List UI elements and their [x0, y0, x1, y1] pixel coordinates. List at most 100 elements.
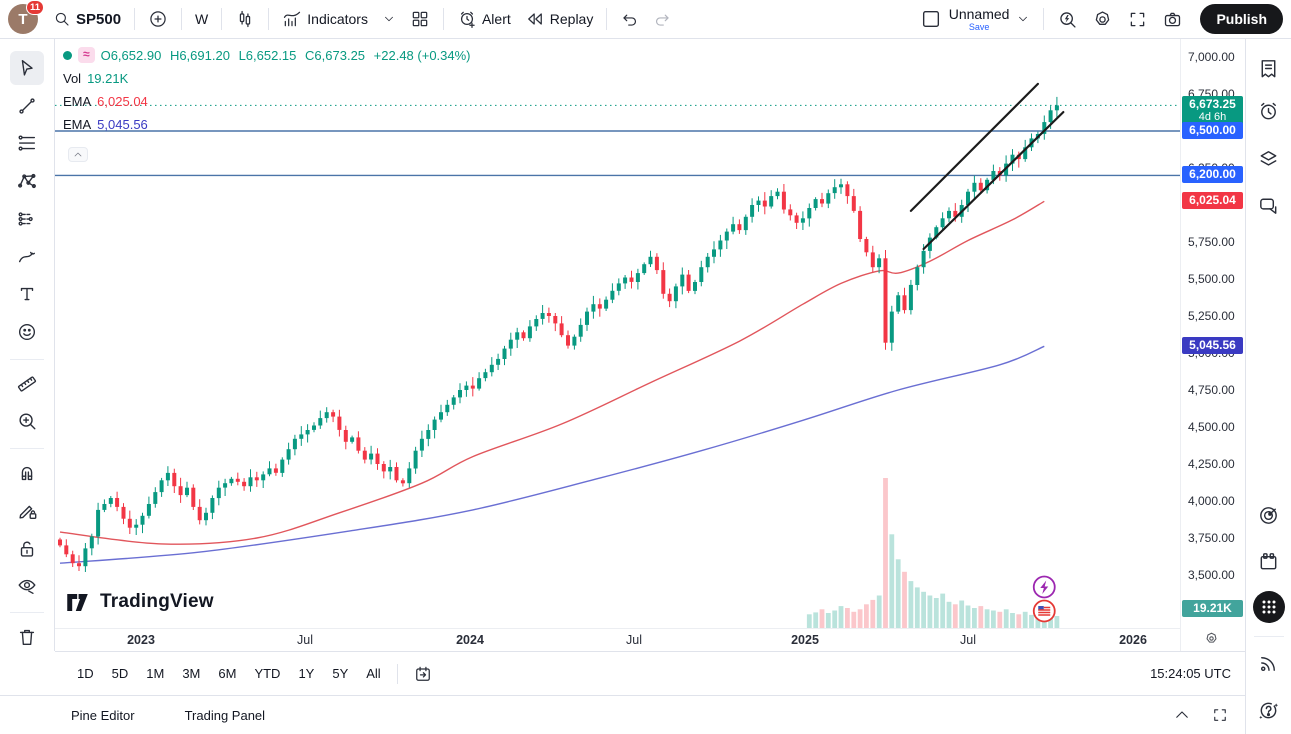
- apps-grid-icon: [1252, 591, 1285, 623]
- axis-settings-gear-icon[interactable]: [1203, 630, 1220, 647]
- trend-line-tool-button[interactable]: [10, 89, 44, 123]
- calendar-button[interactable]: [1251, 543, 1287, 579]
- cursor-tool-button[interactable]: [10, 51, 44, 85]
- avatar-initial: T: [18, 10, 28, 28]
- ema-slow-legend-row[interactable]: EMA 5,045.56: [63, 114, 476, 134]
- brush-tool-button[interactable]: [10, 240, 44, 274]
- emoji-tool-button[interactable]: [10, 315, 44, 349]
- measure-tool-button[interactable]: [10, 367, 44, 401]
- trading-panel-tab[interactable]: Trading Panel: [184, 707, 266, 723]
- fullscreen-button[interactable]: [1120, 5, 1155, 34]
- separator: [268, 8, 270, 30]
- us-flag-event-icon[interactable]: [1032, 599, 1056, 623]
- alerts-clock-button[interactable]: [1251, 93, 1287, 129]
- pine-editor-tab[interactable]: Pine Editor: [71, 707, 135, 723]
- broadcasts-button[interactable]: [1251, 645, 1287, 681]
- price-tick: 4,000.00: [1188, 493, 1235, 508]
- change-value: +22.48 (+0.34%): [373, 47, 471, 63]
- time-tick-Jul: Jul: [297, 633, 313, 647]
- chat-button[interactable]: [1251, 187, 1287, 223]
- market-status-dot: [63, 50, 72, 60]
- apps-grid-button[interactable]: [1251, 589, 1287, 625]
- indicators-label: Indicators: [307, 11, 368, 27]
- pattern-tool-button[interactable]: [10, 164, 44, 198]
- zoom-in-tool-button[interactable]: [10, 404, 44, 438]
- layout-select-button[interactable]: Unnamed Save: [913, 3, 1038, 36]
- volume-legend-row[interactable]: Vol 19.21K: [63, 68, 476, 88]
- text-tool-button[interactable]: [10, 277, 44, 311]
- ohlc-values: O6,652.90 H6,691.20 L6,652.15 C6,673.25 …: [101, 48, 476, 63]
- range-button-5D[interactable]: 5D: [111, 666, 129, 681]
- bottom-panel-bar: Pine Editor Trading Panel: [0, 695, 1245, 734]
- indicators-icon: [284, 11, 301, 27]
- magnet-mode-button[interactable]: [10, 456, 44, 490]
- price-axis[interactable]: 7,000.006,750.006,250.005,750.005,500.00…: [1180, 39, 1245, 651]
- clock-utc[interactable]: 15:24:05 UTC: [1150, 666, 1231, 681]
- high-value: H6,691.20: [169, 47, 230, 63]
- undo-button[interactable]: [613, 6, 646, 33]
- compare-add-button[interactable]: [141, 5, 175, 33]
- chart-style-button[interactable]: [228, 5, 262, 33]
- screener-radar-button[interactable]: [1251, 497, 1287, 533]
- watchlist-button[interactable]: [1251, 50, 1287, 86]
- go-to-date-button[interactable]: [406, 660, 440, 688]
- range-button-All[interactable]: All: [366, 666, 381, 681]
- chevron-down-icon: [385, 16, 393, 22]
- drawing-mode-button[interactable]: [10, 494, 44, 528]
- range-button-1M[interactable]: 1M: [146, 666, 165, 681]
- replay-label: Replay: [549, 11, 594, 27]
- radar-icon: [1260, 506, 1277, 524]
- volume-bars: [806, 478, 1060, 628]
- range-button-1Y[interactable]: 1Y: [298, 666, 315, 681]
- price-tick: 5,250.00: [1188, 308, 1235, 323]
- approx-chip: ≈: [78, 47, 95, 63]
- time-tick-2026: 2026: [1119, 633, 1147, 647]
- fib-retracement-tool-button[interactable]: [10, 126, 44, 160]
- time-axis[interactable]: 2023 Jul 2024 Jul 2025 Jul 2026: [55, 628, 1180, 651]
- projection-tool-button[interactable]: [10, 202, 44, 236]
- help-button[interactable]: [1251, 692, 1287, 728]
- pencil-lock-icon: [19, 505, 37, 520]
- redo-button[interactable]: [646, 6, 679, 33]
- panel-maximize-icon[interactable]: [1211, 706, 1229, 724]
- panel-expand-chevron-icon[interactable]: [1173, 706, 1191, 724]
- range-button-5Y[interactable]: 5Y: [332, 666, 349, 681]
- publish-button[interactable]: Publish: [1200, 4, 1283, 34]
- legend-collapse-button[interactable]: [68, 147, 88, 162]
- tradingview-logo-icon: [67, 593, 88, 611]
- alert-button[interactable]: Alert: [450, 5, 518, 33]
- eye-slash-icon: [18, 579, 36, 595]
- save-link[interactable]: Save: [968, 21, 990, 32]
- lock-drawings-button[interactable]: [10, 532, 44, 566]
- grid-layout-button[interactable]: [403, 5, 437, 33]
- object-tree-button[interactable]: [1251, 140, 1287, 176]
- range-button-6M[interactable]: 6M: [218, 666, 237, 681]
- settings-button[interactable]: [1085, 5, 1120, 34]
- range-button-1D[interactable]: 1D: [77, 666, 94, 681]
- lightning-event-icon[interactable]: [1032, 575, 1056, 599]
- chart-pane[interactable]: ≈ O6,652.90 H6,691.20 L6,652.15 C6,673.2…: [55, 39, 1180, 628]
- brush-icon: [18, 251, 36, 263]
- indicators-button[interactable]: Indicators: [275, 5, 375, 33]
- zoom-in-icon: [19, 413, 36, 430]
- plus-circle-icon: [150, 11, 166, 27]
- quick-search-button[interactable]: [1050, 5, 1085, 34]
- range-button-YTD[interactable]: YTD: [254, 666, 281, 681]
- chart-legend: ≈ O6,652.90 H6,691.20 L6,652.15 C6,673.2…: [63, 45, 476, 137]
- hide-drawings-button[interactable]: [10, 569, 44, 603]
- search-icon: [55, 12, 69, 26]
- remove-drawings-button[interactable]: [10, 620, 44, 654]
- volume-badge: 19.21K: [1182, 600, 1243, 617]
- alarm-plus-icon: [460, 11, 475, 28]
- indicator-templates-button[interactable]: [375, 8, 403, 30]
- replay-button[interactable]: Replay: [518, 5, 601, 33]
- ema-fast-legend-row[interactable]: EMA 6,025.04: [63, 91, 476, 111]
- user-avatar[interactable]: T 11: [8, 0, 44, 34]
- interval-button[interactable]: W: [188, 7, 215, 31]
- separator: [221, 8, 223, 30]
- snapshot-button[interactable]: [1155, 5, 1190, 34]
- series-legend-row[interactable]: ≈ O6,652.90 H6,691.20 L6,652.15 C6,673.2…: [63, 45, 476, 65]
- range-button-3M[interactable]: 3M: [182, 666, 201, 681]
- symbol-search-button[interactable]: SP500: [46, 6, 128, 32]
- low-value: L6,652.15: [238, 47, 297, 63]
